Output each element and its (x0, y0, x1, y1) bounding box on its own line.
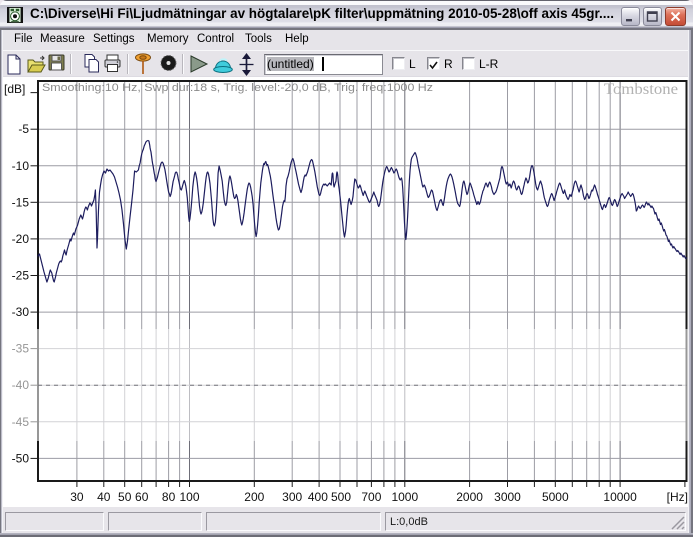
svg-text:-10: -10 (12, 159, 30, 173)
svg-text:100: 100 (179, 490, 199, 504)
svg-text:-50: -50 (12, 451, 30, 465)
svg-text:40: 40 (97, 490, 111, 504)
svg-text:-30: -30 (12, 305, 30, 319)
svg-text:400: 400 (308, 490, 328, 504)
svg-text:Smoothing:10 Hz, Swp dur:18 s,: Smoothing:10 Hz, Swp dur:18 s, Trig. lev… (42, 82, 433, 94)
svg-text:300: 300 (282, 490, 302, 504)
svg-text:3000: 3000 (494, 490, 521, 504)
svg-text:-25: -25 (12, 269, 30, 283)
svg-text:500: 500 (331, 490, 351, 504)
svg-text:[Hz]: [Hz] (667, 490, 688, 504)
svg-text:-20: -20 (12, 232, 30, 246)
svg-text:200: 200 (244, 490, 264, 504)
svg-text:Tombstone: Tombstone (604, 81, 678, 98)
svg-text:5000: 5000 (542, 490, 569, 504)
svg-text:700: 700 (361, 490, 381, 504)
svg-text:50: 50 (118, 490, 132, 504)
svg-text:10000: 10000 (603, 490, 637, 504)
svg-text:-5: -5 (18, 122, 29, 136)
svg-text:80: 80 (162, 490, 176, 504)
svg-text:2000: 2000 (456, 490, 483, 504)
svg-text:1000: 1000 (391, 490, 418, 504)
svg-text:60: 60 (135, 490, 149, 504)
svg-text:[dB]: [dB] (4, 82, 25, 96)
svg-text:30: 30 (70, 490, 84, 504)
svg-text:-15: -15 (12, 195, 30, 209)
